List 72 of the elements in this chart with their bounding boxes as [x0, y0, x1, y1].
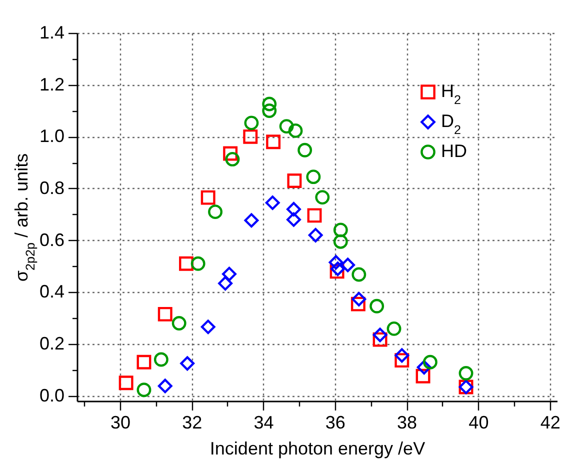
point: [225, 152, 240, 166]
point: [308, 228, 323, 242]
x-axis-title: Incident photon energy /eV: [210, 438, 426, 458]
x-tick-label: 38: [397, 412, 418, 432]
point: [287, 173, 302, 188]
legend-label: HD: [441, 141, 467, 161]
point: [416, 368, 430, 384]
point: [370, 298, 384, 314]
point: [416, 360, 432, 375]
point: [458, 366, 474, 380]
point: [223, 146, 238, 161]
point: [372, 332, 388, 347]
point: [333, 234, 348, 249]
point: [333, 222, 348, 238]
point: [330, 262, 345, 276]
point: [394, 348, 410, 363]
point: [279, 119, 294, 134]
x-tick-label: 32: [182, 412, 202, 432]
point: [422, 354, 438, 370]
x-tick-label: 40: [468, 412, 489, 432]
y-tick-label: 0.8: [39, 178, 64, 198]
point: [266, 134, 281, 150]
point: [179, 256, 194, 271]
point: [286, 202, 301, 216]
point: [352, 292, 366, 306]
point: [222, 266, 236, 282]
point: [244, 116, 259, 130]
y-tick-label: 0.6: [39, 230, 64, 250]
point: [136, 382, 152, 398]
point: [306, 170, 321, 184]
x-tick-label: 34: [254, 412, 274, 432]
point: [394, 353, 410, 368]
point: [154, 352, 168, 367]
point: [386, 321, 402, 336]
y-tick-label: 1.4: [39, 22, 64, 42]
point: [243, 129, 258, 144]
point: [372, 328, 388, 342]
point: [158, 378, 172, 394]
point: [244, 213, 259, 228]
point: [298, 142, 312, 158]
x-tick-label: 36: [325, 412, 346, 432]
y-tick-label: 0.4: [39, 282, 64, 302]
point: [190, 256, 206, 271]
point: [265, 196, 280, 210]
x-tick-label: 42: [540, 412, 560, 432]
point: [307, 208, 322, 223]
point: [352, 267, 366, 282]
text: 0.0: [39, 385, 64, 406]
point: [350, 296, 366, 312]
point: [136, 354, 152, 370]
y-tick-label: 0.2: [39, 333, 64, 354]
point: [200, 320, 216, 334]
point: [328, 255, 344, 270]
point: [172, 316, 186, 330]
point: [288, 123, 303, 138]
legend-label: H$_{2}$: [441, 81, 462, 107]
point: [118, 376, 134, 390]
point: [340, 258, 356, 272]
point: [158, 306, 172, 322]
point: [200, 190, 216, 205]
point: [262, 104, 277, 118]
point: [180, 356, 195, 371]
point: [330, 264, 344, 279]
legend-label: D$_{2}$: [441, 111, 462, 137]
point: [315, 190, 330, 205]
point: [208, 204, 222, 220]
y-tick-label: 1.0: [39, 126, 64, 146]
x-tick-label: 30: [110, 412, 130, 432]
point: [218, 276, 233, 291]
y-tick-label: 1.2: [39, 74, 64, 94]
point: [286, 212, 301, 227]
point: [262, 96, 277, 112]
